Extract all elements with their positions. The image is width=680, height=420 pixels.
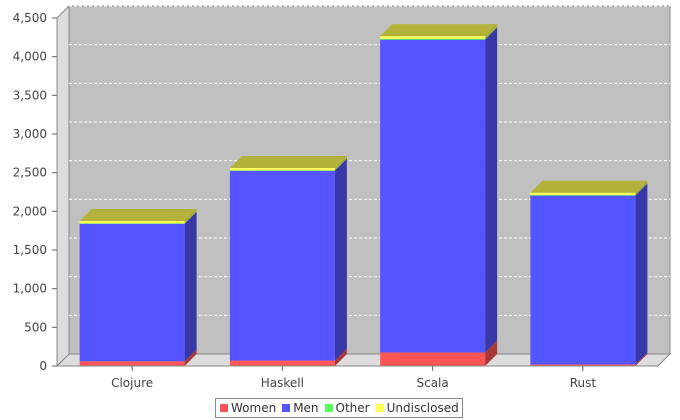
bar-undisclosed [229, 168, 335, 171]
legend-item: Women [218, 401, 276, 415]
bar-side-women [635, 352, 648, 366]
y-tick-label: 1,500 [13, 243, 47, 257]
bar-side-men [184, 211, 197, 362]
x-tick-label: Haskell [261, 376, 304, 390]
bar-undisclosed [530, 192, 636, 196]
y-tick-label: 4,500 [13, 11, 47, 25]
bar-women [530, 364, 636, 366]
legend-swatch [282, 404, 291, 412]
legend: Women Men Other Undisclosed [215, 398, 463, 418]
bar-side-other [635, 183, 648, 196]
legend-swatch [375, 404, 384, 412]
bar-women [380, 352, 486, 366]
x-tick-label: Rust [570, 376, 597, 390]
bar-men [229, 170, 335, 361]
bar-side-women [184, 349, 197, 366]
bar-side-undisclosed [635, 180, 648, 196]
y-axis: 0 500 1,000 1,500 2,000 2,500 3,000 3,500 4,000 4… [13, 11, 58, 373]
bars [79, 24, 648, 366]
bar-other [380, 38, 486, 40]
legend-swatch [324, 404, 333, 412]
bar-side-undisclosed [334, 156, 347, 171]
bar-other [530, 195, 636, 196]
x-axis: Clojure Haskell Scala Rust [57, 365, 658, 390]
x-tick-label: Clojure [111, 376, 153, 390]
bar-side-men [635, 183, 648, 365]
legend-label: Undisclosed [386, 401, 459, 415]
legend-label: Other [335, 401, 370, 415]
legend-swatch [220, 404, 228, 412]
legend-item: Undisclosed [374, 401, 459, 415]
legend-item: Men [280, 401, 319, 415]
bar-other [79, 223, 185, 224]
y-tick-label: 3,500 [13, 88, 47, 102]
bar-undisclosed [79, 221, 185, 224]
bar-side-other [485, 26, 498, 40]
bar-side-undisclosed [485, 24, 498, 39]
bar-top [530, 180, 648, 193]
bar-top [79, 209, 197, 221]
bar-undisclosed [380, 36, 486, 39]
y-tick-label: 2,000 [13, 204, 47, 218]
x-tick-label: Scala [416, 376, 448, 390]
bar-women [79, 361, 185, 366]
bar-women [229, 360, 335, 366]
bar-top [229, 156, 347, 169]
bar-side-other [334, 158, 347, 171]
bar-side-other [184, 211, 197, 224]
y-tick-label: 0 [39, 359, 47, 373]
bar-men [380, 39, 486, 353]
legend-label: Women [231, 401, 277, 415]
legend-item: Other [323, 401, 370, 415]
y-tick-label: 1,000 [13, 282, 47, 296]
y-tick-label: 2,500 [13, 166, 47, 180]
bar-other [229, 170, 335, 171]
y-tick-label: 3,000 [13, 127, 47, 141]
bar-men [530, 195, 636, 365]
bar-men [79, 223, 185, 362]
bar-side-men [485, 27, 498, 353]
legend-label: Men [293, 401, 319, 415]
bar-side-men [334, 158, 347, 361]
y-tick-label: 4,000 [13, 50, 47, 64]
bar-top [380, 24, 498, 37]
side-wall [56, 4, 70, 368]
bar-side-undisclosed [184, 209, 197, 224]
bar-side-women [485, 340, 498, 366]
y-tick-label: 500 [24, 320, 47, 334]
bar-side-women [334, 348, 347, 366]
